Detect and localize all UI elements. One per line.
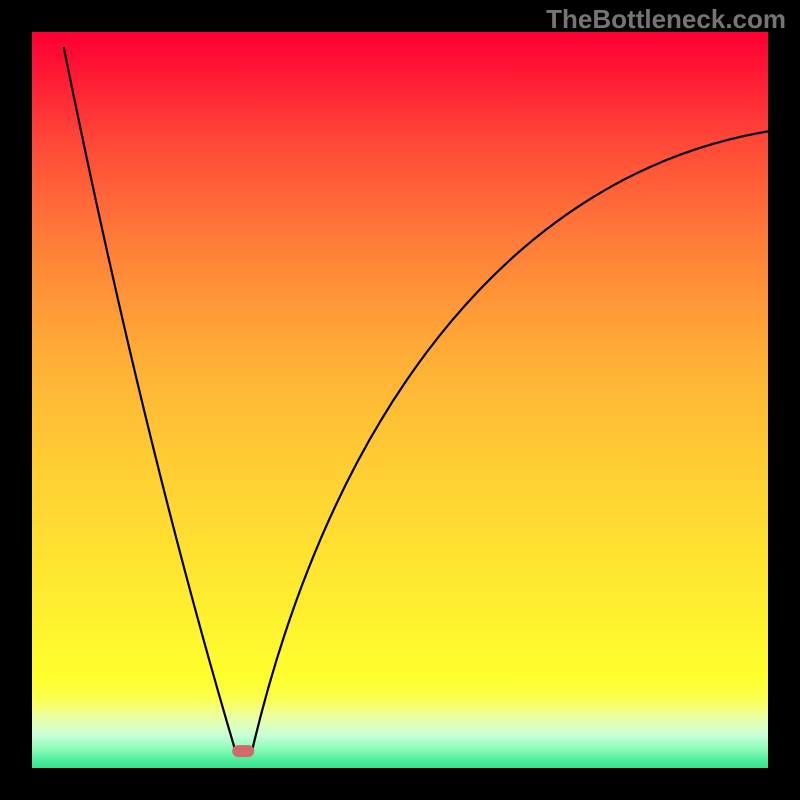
- attribution-text: TheBottleneck.com: [546, 4, 786, 35]
- bottleneck-chart: [0, 0, 800, 800]
- chart-container: TheBottleneck.com: [0, 0, 800, 800]
- optimal-point-marker: [232, 745, 254, 757]
